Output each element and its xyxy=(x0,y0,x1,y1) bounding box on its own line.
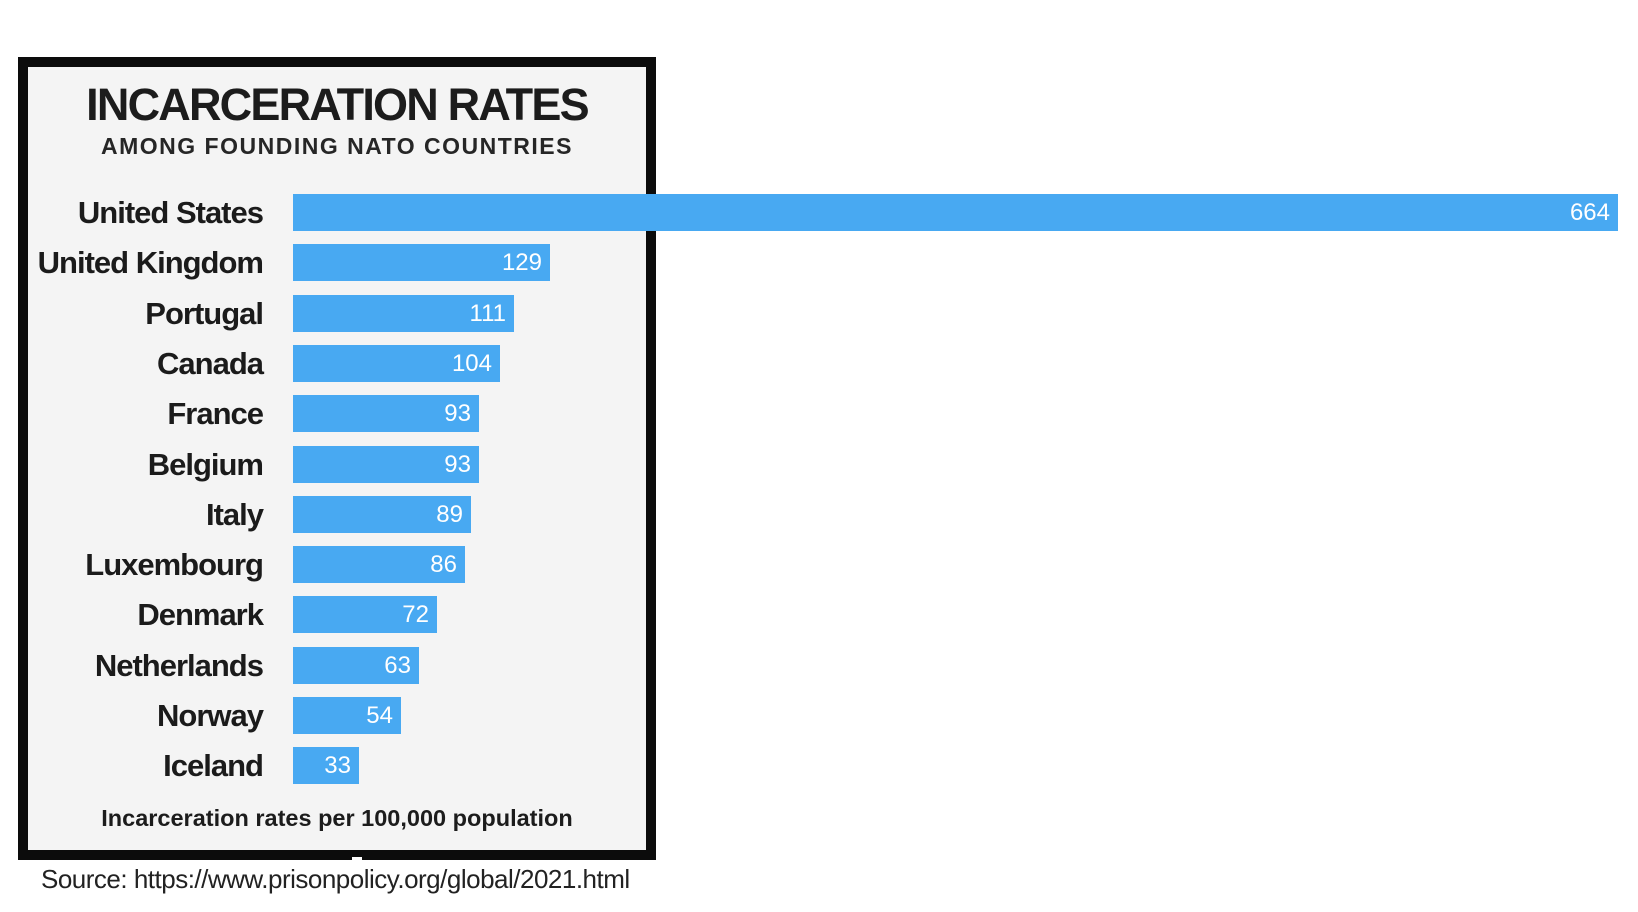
bar: 664 xyxy=(293,194,1618,231)
bar-row: France 93 xyxy=(28,395,1628,432)
category-label: Denmark xyxy=(137,597,264,632)
bar: 63 xyxy=(293,647,419,684)
category-label: Luxembourg xyxy=(85,547,264,582)
bar-row: United States 664 xyxy=(28,194,1628,231)
category-label: United States xyxy=(77,195,264,230)
bar: 72 xyxy=(293,596,437,633)
value-label: 93 xyxy=(444,400,471,427)
value-label: 129 xyxy=(501,249,542,276)
value-label: 104 xyxy=(451,350,492,377)
bar: 111 xyxy=(293,295,514,332)
category-label: France xyxy=(167,396,264,431)
value-label: 63 xyxy=(384,652,411,679)
category-label: United Kingdom xyxy=(37,245,264,280)
category-label: Norway xyxy=(157,698,264,733)
bar-row: Norway 54 xyxy=(28,697,1628,734)
bar-row: Netherlands 63 xyxy=(28,647,1628,684)
bar-row: United Kingdom 129 xyxy=(28,244,1628,281)
bar-row: Portugal 111 xyxy=(28,295,1628,332)
bar: 93 xyxy=(293,446,479,483)
bar-row: Italy 89 xyxy=(28,496,1628,533)
bar: 89 xyxy=(293,496,471,533)
chart-footnote: Incarceration rates per 100,000 populati… xyxy=(101,805,573,831)
bar-row: Luxembourg 86 xyxy=(28,546,1628,583)
bar: 54 xyxy=(293,697,401,734)
bar: 86 xyxy=(293,546,465,583)
bar-row: Denmark 72 xyxy=(28,596,1628,633)
chart-subtitle: AMONG FOUNDING NATO COUNTRIES xyxy=(101,133,573,159)
category-label: Belgium xyxy=(147,447,264,482)
value-label: 54 xyxy=(366,702,393,729)
bar: 33 xyxy=(293,747,359,784)
category-label: Italy xyxy=(205,497,264,532)
bar: 129 xyxy=(293,244,550,281)
value-label: 89 xyxy=(436,501,463,528)
chart-title: INCARCERATION RATES xyxy=(86,79,589,130)
bar-row: Iceland 33 xyxy=(28,747,1628,784)
bar-chart: United States 664 United Kingdom 129 Portuga… xyxy=(28,194,1628,798)
value-label: 86 xyxy=(430,551,457,578)
category-label: Netherlands xyxy=(94,648,264,683)
value-label: 93 xyxy=(444,451,471,478)
bar-row: Belgium 93 xyxy=(28,446,1628,483)
border-notch-artifact xyxy=(352,857,362,860)
value-label: 664 xyxy=(1569,199,1610,226)
value-label: 33 xyxy=(324,752,351,779)
value-label: 111 xyxy=(469,300,506,327)
source-line: Source: https://www.prisonpolicy.org/glo… xyxy=(41,864,630,894)
value-label: 72 xyxy=(402,601,429,628)
bar-row: Canada 104 xyxy=(28,345,1628,382)
category-label: Portugal xyxy=(145,296,264,331)
category-label: Canada xyxy=(157,346,264,381)
bar: 104 xyxy=(293,345,500,382)
bar: 93 xyxy=(293,395,479,432)
category-label: Iceland xyxy=(163,748,264,783)
